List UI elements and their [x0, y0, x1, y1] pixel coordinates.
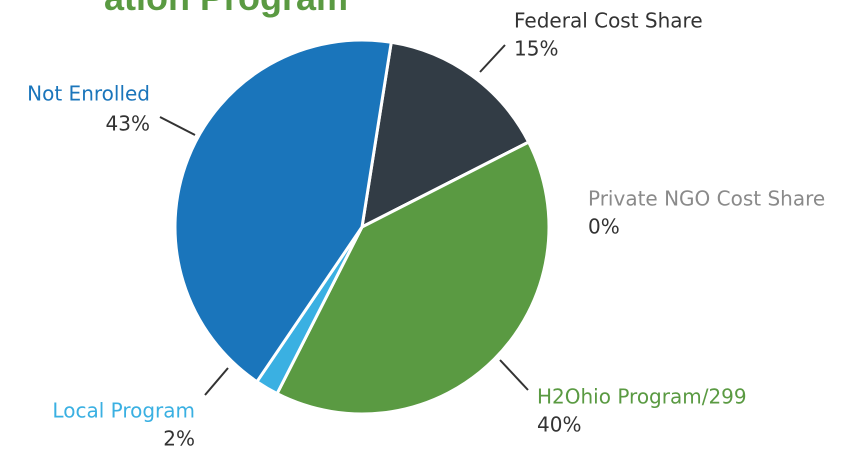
- slice-label: Local Program: [52, 399, 195, 423]
- pie-slice: [275, 140, 551, 416]
- slice-value: 43%: [106, 112, 150, 136]
- leader-line: [204, 367, 229, 396]
- slice-label: H2Ohio Program/299: [537, 385, 747, 409]
- pie-slice: [173, 38, 393, 384]
- leader-line: [479, 44, 506, 73]
- leader-line: [159, 116, 196, 136]
- chart-title: ation Program: [104, 0, 348, 18]
- slice-value: 0%: [588, 215, 620, 239]
- leader-line: [499, 359, 529, 391]
- slice-value: 40%: [537, 413, 581, 437]
- slice-label: Private NGO Cost Share: [588, 187, 825, 211]
- slice-value: 2%: [163, 427, 195, 451]
- slice-label: Not Enrolled: [27, 82, 150, 106]
- slice-label: Federal Cost Share: [514, 9, 703, 33]
- pie-slice: [360, 40, 531, 230]
- slice-value: 15%: [514, 37, 558, 61]
